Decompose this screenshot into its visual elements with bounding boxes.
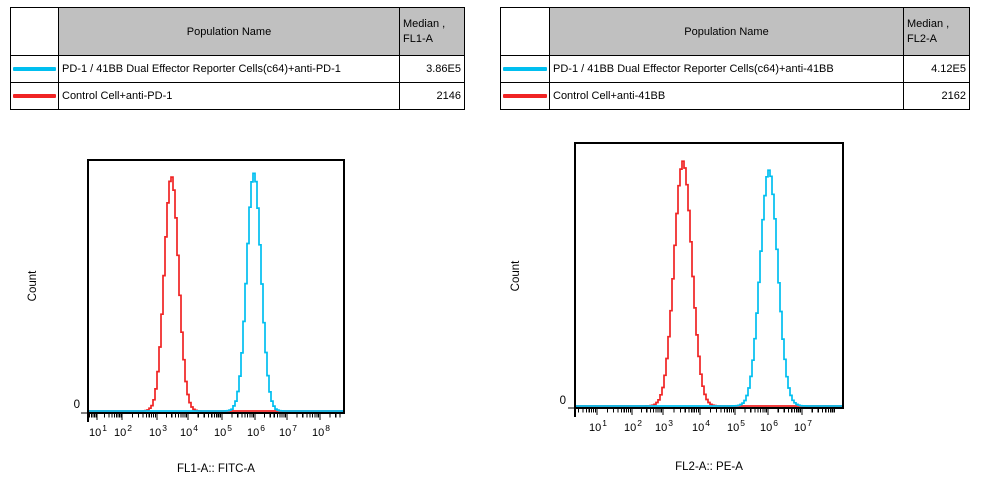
x-tick-label: 103 — [655, 418, 673, 434]
population-name-header: Population Name — [59, 8, 399, 55]
table-row-swatch-cell — [11, 83, 58, 109]
table-row-swatch-cell — [501, 56, 549, 82]
x-tick-label: 101 — [589, 418, 607, 434]
median-value: 4.12E5 — [931, 63, 966, 75]
histogram-curve-cyan — [576, 169, 842, 407]
x-axis-title: FL2-A:: PE-A — [675, 461, 743, 473]
median-header-line2: FL2-A — [907, 32, 937, 45]
x-tick-label: 104 — [692, 418, 710, 434]
population-cell: Control Cell+anti-PD-1 — [59, 83, 399, 109]
x-tick-label: 102 — [114, 423, 132, 439]
y-axis-title: Count — [27, 270, 39, 301]
population-name-header: Population Name — [550, 8, 903, 55]
y-axis-title: Count — [510, 260, 522, 291]
x-tick-label: 104 — [180, 423, 198, 439]
x-tick-label: 101 — [89, 423, 107, 439]
x-tick-label: 105 — [727, 418, 745, 434]
red-line-swatch — [502, 94, 548, 98]
y-zero-label: 0 — [560, 395, 566, 407]
x-tick-label: 106 — [760, 418, 778, 434]
table-row-swatch-cell — [11, 56, 58, 82]
plot-frame — [87, 159, 345, 414]
plot-frame — [574, 142, 844, 409]
population-label: PD-1 / 41BB Dual Effector Reporter Cells… — [62, 63, 341, 75]
population-cell: Control Cell+anti-41BB — [550, 83, 903, 109]
population-name-header-label: Population Name — [186, 25, 272, 38]
cyan-line-swatch — [502, 67, 548, 71]
y-zero-label: 0 — [74, 399, 80, 411]
x-tick-label: 103 — [149, 423, 167, 439]
table-row-swatch-cell — [501, 83, 549, 109]
median-header-line2: FL1-A — [403, 32, 433, 45]
median-value: 3.86E5 — [426, 63, 461, 75]
median-cell: 2162 — [904, 83, 969, 109]
median-value: 2162 — [941, 90, 966, 102]
swatch-column-header — [11, 8, 58, 55]
histogram-curve-red — [576, 160, 842, 407]
x-axis-title: FL1-A:: FITC-A — [177, 463, 255, 475]
population-cell: PD-1 / 41BB Dual Effector Reporter Cells… — [59, 56, 399, 82]
x-tick-label: 105 — [214, 423, 232, 439]
stats-table-left: Population Name Median , FL1-A PD-1 / 41… — [10, 7, 465, 110]
x-tick-label: 106 — [247, 423, 265, 439]
median-cell: 4.12E5 — [904, 56, 969, 82]
stats-table-right: Population Name Median , FL2-A PD-1 / 41… — [500, 7, 970, 110]
median-header-line1: Median , — [403, 17, 446, 30]
median-header-line1: Median , — [907, 17, 950, 30]
population-label: Control Cell+anti-PD-1 — [62, 90, 173, 102]
median-cell: 3.86E5 — [400, 56, 464, 82]
histogram-curve-red — [89, 176, 343, 412]
histogram-curve-cyan — [89, 172, 343, 412]
population-name-header-label: Population Name — [684, 25, 769, 38]
median-header: Median , FL2-A — [904, 8, 969, 55]
swatch-column-header — [501, 8, 549, 55]
median-value: 2146 — [436, 90, 461, 102]
red-line-swatch — [12, 94, 57, 98]
x-tick-label: 108 — [312, 423, 330, 439]
population-label: Control Cell+anti-41BB — [553, 90, 666, 102]
x-tick-label: 107 — [279, 423, 297, 439]
cyan-line-swatch — [12, 67, 57, 71]
population-label: PD-1 / 41BB Dual Effector Reporter Cells… — [553, 63, 834, 75]
x-tick-label: 102 — [624, 418, 642, 434]
median-cell: 2146 — [400, 83, 464, 109]
population-cell: PD-1 / 41BB Dual Effector Reporter Cells… — [550, 56, 903, 82]
x-tick-label: 107 — [794, 418, 812, 434]
median-header: Median , FL1-A — [400, 8, 464, 55]
